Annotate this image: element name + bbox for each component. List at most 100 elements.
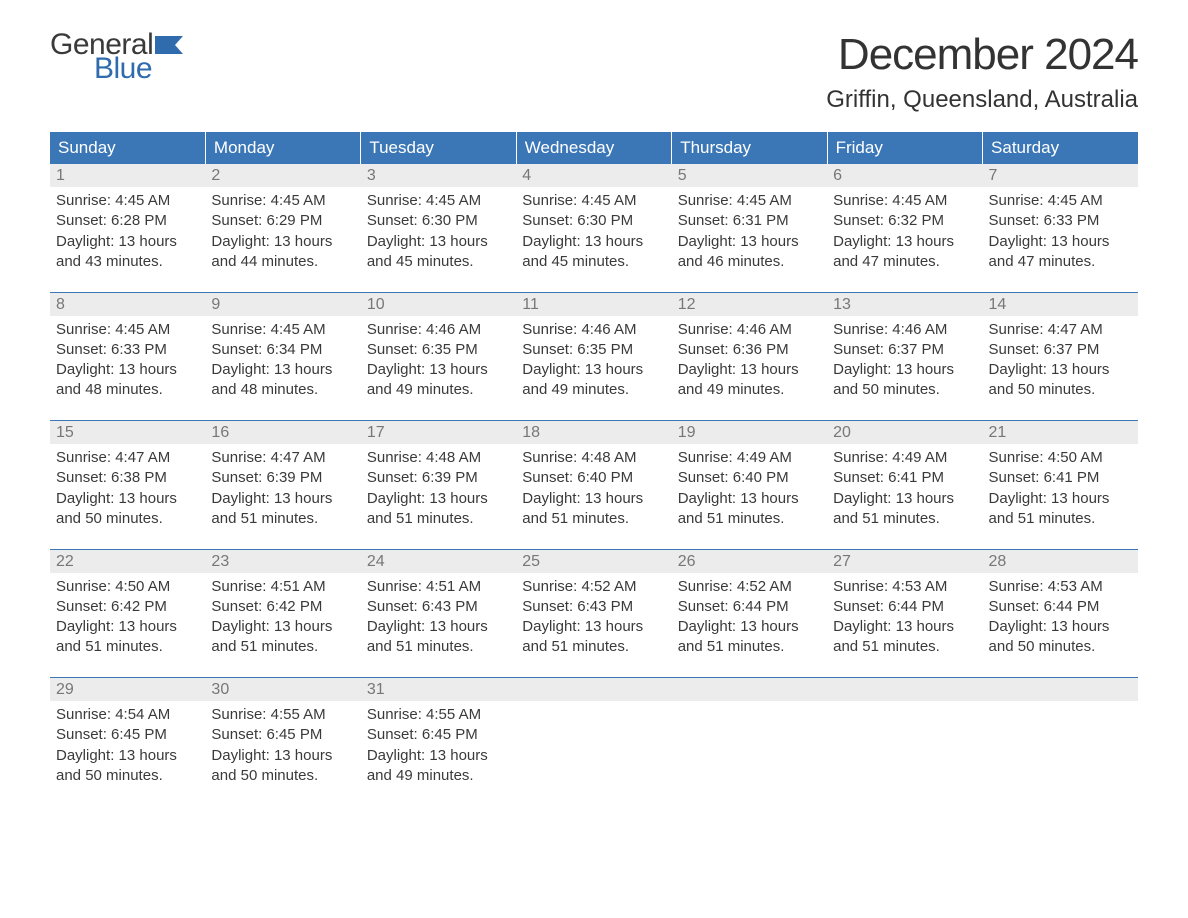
daylight-line-1: Daylight: 13 hours [678, 489, 821, 509]
day-body: Sunrise: 4:51 AMSunset: 6:43 PMDaylight:… [361, 573, 516, 668]
day-number: 8 [50, 293, 205, 316]
day-body: Sunrise: 4:48 AMSunset: 6:40 PMDaylight:… [516, 444, 671, 539]
day-number: 11 [516, 293, 671, 316]
calendar-day: 19Sunrise: 4:49 AMSunset: 6:40 PMDayligh… [672, 421, 827, 549]
flag-icon [155, 34, 185, 60]
day-number: 3 [361, 164, 516, 187]
day-number: 23 [205, 550, 360, 573]
daylight-line-1: Daylight: 13 hours [678, 617, 821, 637]
daylight-line-2: and 50 minutes. [989, 380, 1132, 400]
sunrise-line: Sunrise: 4:45 AM [678, 191, 821, 211]
sunrise-line: Sunrise: 4:54 AM [56, 705, 199, 725]
calendar-day [672, 678, 827, 806]
daylight-line-1: Daylight: 13 hours [989, 232, 1132, 252]
sunset-line: Sunset: 6:40 PM [678, 468, 821, 488]
daylight-line-1: Daylight: 13 hours [211, 360, 354, 380]
sunrise-line: Sunrise: 4:47 AM [56, 448, 199, 468]
day-number: 2 [205, 164, 360, 187]
daylight-line-2: and 51 minutes. [522, 509, 665, 529]
calendar-day: 5Sunrise: 4:45 AMSunset: 6:31 PMDaylight… [672, 164, 827, 292]
daylight-line-2: and 49 minutes. [522, 380, 665, 400]
daylight-line-2: and 48 minutes. [211, 380, 354, 400]
sunset-line: Sunset: 6:41 PM [989, 468, 1132, 488]
calendar-day: 11Sunrise: 4:46 AMSunset: 6:35 PMDayligh… [516, 293, 671, 421]
daylight-line-1: Daylight: 13 hours [678, 232, 821, 252]
sunrise-line: Sunrise: 4:46 AM [367, 320, 510, 340]
daylight-line-1: Daylight: 13 hours [211, 617, 354, 637]
daylight-line-2: and 51 minutes. [56, 637, 199, 657]
calendar-day: 29Sunrise: 4:54 AMSunset: 6:45 PMDayligh… [50, 678, 205, 806]
daylight-line-2: and 45 minutes. [522, 252, 665, 272]
daylight-line-1: Daylight: 13 hours [522, 232, 665, 252]
calendar-day: 22Sunrise: 4:50 AMSunset: 6:42 PMDayligh… [50, 550, 205, 678]
daylight-line-1: Daylight: 13 hours [367, 746, 510, 766]
calendar-table: Sunday Monday Tuesday Wednesday Thursday… [50, 132, 1138, 806]
daylight-line-2: and 50 minutes. [211, 766, 354, 786]
sunset-line: Sunset: 6:43 PM [367, 597, 510, 617]
sunset-line: Sunset: 6:30 PM [367, 211, 510, 231]
daylight-line-2: and 50 minutes. [56, 766, 199, 786]
sunset-line: Sunset: 6:44 PM [678, 597, 821, 617]
sunrise-line: Sunrise: 4:55 AM [367, 705, 510, 725]
day-number: 26 [672, 550, 827, 573]
daylight-line-1: Daylight: 13 hours [989, 617, 1132, 637]
daylight-line-1: Daylight: 13 hours [211, 489, 354, 509]
day-number: 14 [983, 293, 1138, 316]
daylight-line-2: and 49 minutes. [367, 766, 510, 786]
daylight-line-2: and 51 minutes. [522, 637, 665, 657]
sunset-line: Sunset: 6:43 PM [522, 597, 665, 617]
sunset-line: Sunset: 6:33 PM [56, 340, 199, 360]
daylight-line-1: Daylight: 13 hours [989, 360, 1132, 380]
sunrise-line: Sunrise: 4:52 AM [522, 577, 665, 597]
day-body: Sunrise: 4:45 AMSunset: 6:30 PMDaylight:… [516, 187, 671, 282]
sunset-line: Sunset: 6:35 PM [522, 340, 665, 360]
day-header: Friday [827, 132, 982, 164]
day-body: Sunrise: 4:46 AMSunset: 6:35 PMDaylight:… [516, 316, 671, 411]
calendar-week: 22Sunrise: 4:50 AMSunset: 6:42 PMDayligh… [50, 550, 1138, 678]
daylight-line-1: Daylight: 13 hours [833, 360, 976, 380]
sunset-line: Sunset: 6:37 PM [833, 340, 976, 360]
calendar-day: 12Sunrise: 4:46 AMSunset: 6:36 PMDayligh… [672, 293, 827, 421]
day-body: Sunrise: 4:45 AMSunset: 6:31 PMDaylight:… [672, 187, 827, 282]
day-header-row: Sunday Monday Tuesday Wednesday Thursday… [50, 132, 1138, 164]
calendar-day: 15Sunrise: 4:47 AMSunset: 6:38 PMDayligh… [50, 421, 205, 549]
sunset-line: Sunset: 6:44 PM [833, 597, 976, 617]
sunset-line: Sunset: 6:36 PM [678, 340, 821, 360]
day-body: Sunrise: 4:45 AMSunset: 6:33 PMDaylight:… [983, 187, 1138, 282]
day-body: Sunrise: 4:53 AMSunset: 6:44 PMDaylight:… [827, 573, 982, 668]
day-number: 9 [205, 293, 360, 316]
calendar-day: 8Sunrise: 4:45 AMSunset: 6:33 PMDaylight… [50, 293, 205, 421]
calendar-day: 7Sunrise: 4:45 AMSunset: 6:33 PMDaylight… [983, 164, 1138, 292]
sunrise-line: Sunrise: 4:46 AM [522, 320, 665, 340]
daylight-line-2: and 51 minutes. [989, 509, 1132, 529]
calendar-day: 6Sunrise: 4:45 AMSunset: 6:32 PMDaylight… [827, 164, 982, 292]
calendar-day: 30Sunrise: 4:55 AMSunset: 6:45 PMDayligh… [205, 678, 360, 806]
daylight-line-2: and 43 minutes. [56, 252, 199, 272]
day-number: 21 [983, 421, 1138, 444]
calendar-day: 13Sunrise: 4:46 AMSunset: 6:37 PMDayligh… [827, 293, 982, 421]
day-header: Sunday [50, 132, 205, 164]
sunset-line: Sunset: 6:32 PM [833, 211, 976, 231]
calendar-day: 17Sunrise: 4:48 AMSunset: 6:39 PMDayligh… [361, 421, 516, 549]
day-body: Sunrise: 4:46 AMSunset: 6:35 PMDaylight:… [361, 316, 516, 411]
day-number: 29 [50, 678, 205, 701]
daylight-line-1: Daylight: 13 hours [833, 232, 976, 252]
daylight-line-1: Daylight: 13 hours [522, 489, 665, 509]
sunrise-line: Sunrise: 4:52 AM [678, 577, 821, 597]
daylight-line-1: Daylight: 13 hours [56, 617, 199, 637]
day-number: 15 [50, 421, 205, 444]
calendar-day: 31Sunrise: 4:55 AMSunset: 6:45 PMDayligh… [361, 678, 516, 806]
calendar-day: 2Sunrise: 4:45 AMSunset: 6:29 PMDaylight… [205, 164, 360, 292]
calendar-day [516, 678, 671, 806]
daylight-line-2: and 48 minutes. [56, 380, 199, 400]
sunset-line: Sunset: 6:33 PM [989, 211, 1132, 231]
daylight-line-1: Daylight: 13 hours [56, 746, 199, 766]
day-body: Sunrise: 4:52 AMSunset: 6:44 PMDaylight:… [672, 573, 827, 668]
header: General Blue December 2024 Griffin, Quee… [50, 30, 1138, 114]
daylight-line-1: Daylight: 13 hours [989, 489, 1132, 509]
calendar-day [983, 678, 1138, 806]
day-header: Wednesday [516, 132, 671, 164]
daylight-line-2: and 51 minutes. [367, 509, 510, 529]
calendar-day: 3Sunrise: 4:45 AMSunset: 6:30 PMDaylight… [361, 164, 516, 292]
calendar-day: 21Sunrise: 4:50 AMSunset: 6:41 PMDayligh… [983, 421, 1138, 549]
